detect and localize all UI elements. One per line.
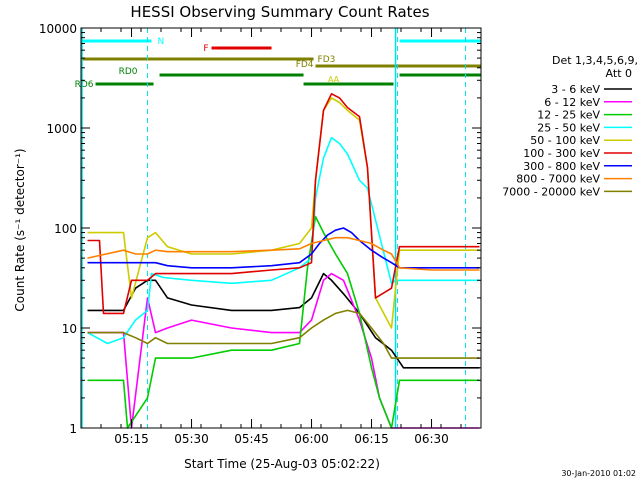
flag-bar-fd4: FD4: [296, 60, 481, 70]
legend-label-25-50-kev: 25 - 50 keV: [537, 121, 600, 134]
flag-bar-n: N: [81, 37, 481, 47]
flag-bars: N F FD3 FD4 RD0 RD6: [75, 37, 481, 90]
flag-label-n: N: [158, 37, 165, 47]
legend-header-line-1: Det 1,3,4,5,6,9,: [552, 54, 638, 67]
legend-header-line-2: Att 0: [606, 67, 632, 80]
legend-label-100-300-kev: 100 - 300 keV: [523, 147, 600, 160]
flag-bar-rd0: RD0: [119, 67, 481, 77]
series-line-50-100-kev: [87, 97, 480, 329]
series-line-300-800-kev: [87, 227, 480, 269]
y-tick-label-0: 1: [69, 422, 77, 436]
flag-label-rd6: RD6: [75, 80, 94, 90]
attenuator-mark: AA: [328, 75, 340, 84]
series-line-6-12-kev: [87, 272, 480, 429]
flag-label-fd3: FD3: [318, 55, 336, 65]
flag-bar-f: F: [203, 44, 272, 54]
flag-label-rd0: RD0: [119, 67, 138, 77]
series-line-12-25-kev: [87, 215, 480, 429]
flag-bar-fd3: FD3: [81, 55, 335, 65]
series-line-7000-20000-kev: [87, 309, 480, 359]
legend-label-50-100-kev: 50 - 100 keV: [530, 134, 600, 147]
x-tick-label-5: 06:30: [414, 432, 449, 446]
flag-label-f: F: [203, 44, 208, 54]
y-tick-label-1: 10: [62, 322, 77, 336]
series-lines: AA: [87, 75, 480, 429]
legend-label-300-800-kev: 300 - 800 keV: [523, 160, 600, 173]
x-tick-label-3: 06:00: [294, 432, 329, 446]
x-tick-label-0: 05:15: [114, 432, 149, 446]
flag-bar-rd6: RD6: [75, 80, 394, 90]
series-line-800-7000-kev: [87, 236, 480, 271]
legend-label-12-25-kev: 12 - 25 keV: [537, 109, 600, 122]
legend-label-800-7000-kev: 800 - 7000 keV: [516, 173, 600, 186]
legend-label-3-6-kev: 3 - 6 keV: [551, 83, 600, 96]
y-tick-label-3: 1000: [46, 122, 77, 136]
legend-label-6-12-kev: 6 - 12 keV: [544, 96, 600, 109]
series-line-100-300-kev: [87, 93, 480, 315]
series-line-3-6-kev: [87, 272, 480, 369]
axes: 05:15 05:30 05:45 06:00 06:15 06:30 1 10 100 1000…: [39, 22, 481, 446]
x-tick-label-1: 05:30: [174, 432, 209, 446]
flag-label-fd4: FD4: [296, 60, 314, 70]
x-tick-label-4: 06:15: [354, 432, 389, 446]
x-tick-label-2: 05:45: [234, 432, 269, 446]
footer-date: 30-Jan-2010 01:02: [561, 469, 636, 478]
y-axis-label: Count Rate (s⁻¹ detector⁻¹): [13, 148, 27, 311]
legend-label-7000-20000-kev: 7000 - 20000 keV: [502, 185, 600, 198]
chart-title: HESSI Observing Summary Count Rates: [130, 3, 429, 21]
y-tick-label-4: 10000: [39, 22, 77, 36]
y-tick-label-2: 100: [54, 222, 77, 236]
x-axis-label: Start Time (25-Aug-03 05:02:22): [184, 457, 380, 471]
